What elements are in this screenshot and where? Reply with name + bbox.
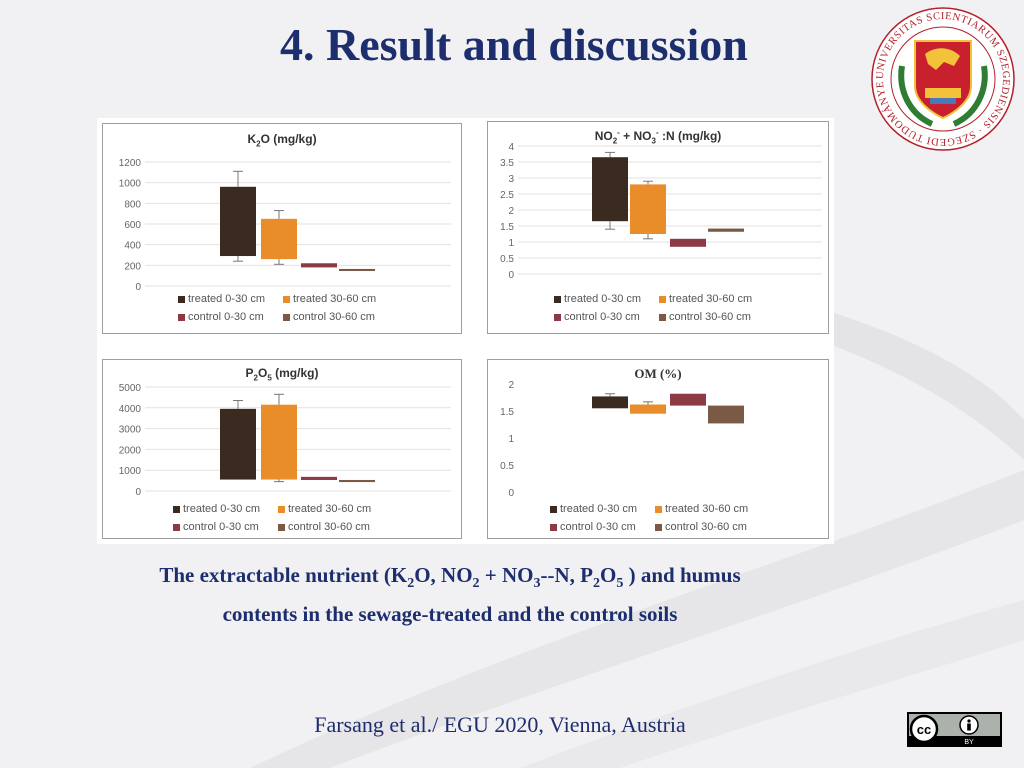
y-tick-label: 1.5 — [500, 407, 514, 418]
y-tick-label: 5000 — [119, 383, 142, 394]
figure-caption: The extractable nutrient (K2O, NO2 + NO3… — [60, 560, 840, 630]
y-tick-label: 2 — [508, 380, 514, 391]
legend-item: treated 30-60 cm — [655, 503, 765, 515]
page-title: 4. Result and discussion — [280, 19, 748, 70]
y-tick-label: 2000 — [119, 445, 142, 456]
cc-by-label: BY — [964, 739, 974, 745]
box-treated-30-60-cm — [261, 218, 297, 260]
legend-item: control 0-30 cm — [554, 311, 659, 323]
chart-panel-om: OM (%) 2 1.5 1 0.5 0 treated 0-30 cm treated… — [487, 359, 829, 539]
box-control-30-60-cm — [708, 405, 744, 424]
chart-plot-nitrogen: 4 3.5 3 2.5 2 1.5 1 0.5 0 — [500, 142, 822, 281]
box-treated-0-30-cm — [592, 157, 628, 222]
legend-item: control 30-60 cm — [655, 521, 765, 533]
chart-panel-k2o: K2O (mg/kg) 1200 1000 800 600 400 200 0 treate… — [102, 123, 462, 334]
chart-legend-nitrogen: treated 0-30 cm treated 30-60 cm control… — [554, 293, 769, 323]
y-tick-label: 3.5 — [500, 158, 514, 169]
chart-title-om: OM (%) — [634, 366, 682, 381]
y-tick-label: 4 — [508, 142, 514, 153]
box-control-30-60-cm — [339, 479, 375, 483]
y-tick-label: 3000 — [119, 425, 142, 436]
legend-item: treated 0-30 cm — [550, 503, 655, 515]
legend-item: treated 30-60 cm — [283, 293, 393, 305]
caption-line-1: The extractable nutrient (K2O, NO2 + NO3… — [159, 563, 741, 592]
chart-plot-k2o: 1200 1000 800 600 400 200 0 — [119, 158, 451, 293]
y-tick-label: 2.5 — [500, 190, 514, 201]
legend-item: treated 0-30 cm — [178, 293, 283, 305]
legend-item: control 30-60 cm — [283, 311, 393, 323]
box-treated-0-30-cm — [220, 186, 256, 257]
legend-item: control 0-30 cm — [173, 521, 278, 533]
svg-text:cc: cc — [917, 722, 931, 737]
y-tick-label: 800 — [124, 199, 141, 210]
chart-title-p2o5: P2O5 (mg/kg) — [245, 366, 319, 383]
y-tick-label: 600 — [124, 220, 141, 231]
chart-panel-p2o5: P2O5 (mg/kg) 5000 4000 3000 2000 1000 0 treat… — [102, 359, 462, 539]
legend-item: treated 0-30 cm — [173, 503, 278, 515]
y-tick-label: 1000 — [119, 466, 142, 477]
legend-item: control 30-60 cm — [659, 311, 769, 323]
y-tick-label: 0.5 — [500, 461, 514, 472]
y-tick-label: 1000 — [119, 179, 142, 190]
y-tick-label: 0.5 — [500, 254, 514, 265]
y-tick-label: 1200 — [119, 158, 142, 169]
box-control-0-30-cm — [301, 263, 337, 268]
y-tick-label: 200 — [124, 261, 141, 272]
y-tick-label: 400 — [124, 241, 141, 252]
university-seal-icon: UNIVERSITAS SCIENTIARUM SZEGEDIENSIS · S… — [870, 6, 1015, 151]
footer-citation: Farsang et al./ EGU 2020, Vienna, Austri… — [314, 712, 686, 737]
chart-legend-k2o: treated 0-30 cm treated 30-60 cm control… — [178, 293, 393, 323]
box-control-30-60-cm — [708, 228, 744, 232]
y-tick-label: 0 — [508, 488, 514, 499]
chart-panel-nitrogen: NO2- + NO3- :N (mg/kg) 4 3.5 3 2.5 2 1.5 1 0.5 0… — [487, 121, 829, 334]
legend-item: control 0-30 cm — [550, 521, 655, 533]
y-tick-label: 1 — [508, 238, 514, 249]
legend-item: treated 0-30 cm — [554, 293, 659, 305]
chart-plot-p2o5: 5000 4000 3000 2000 1000 0 — [119, 383, 451, 498]
y-tick-label: 1 — [508, 434, 514, 445]
chart-title-nitrogen: NO2- + NO3- :N (mg/kg) — [594, 128, 722, 146]
cc-by-icon: cc BY — [907, 712, 1002, 747]
y-tick-label: 1.5 — [500, 222, 514, 233]
y-tick-label: 0 — [508, 270, 514, 281]
box-control-30-60-cm — [339, 268, 375, 272]
box-treated-30-60-cm — [261, 404, 297, 480]
box-treated-30-60-cm — [630, 184, 666, 234]
caption-line-2: contents in the sewage-treated and the c… — [222, 602, 678, 627]
legend-item: control 30-60 cm — [278, 521, 388, 533]
chart-legend-p2o5: treated 0-30 cm treated 30-60 cm control… — [173, 503, 388, 533]
chart-title-k2o: K2O (mg/kg) — [247, 132, 317, 149]
chart-plot-om: 2 1.5 1 0.5 0 — [500, 380, 744, 499]
box-control-0-30-cm — [301, 476, 337, 480]
box-control-0-30-cm — [670, 393, 706, 406]
legend-item: control 0-30 cm — [178, 311, 283, 323]
y-tick-label: 0 — [135, 487, 141, 498]
chart-legend-om: treated 0-30 cm treated 30-60 cm control… — [550, 503, 765, 533]
y-tick-label: 4000 — [119, 404, 142, 415]
y-tick-label: 3 — [508, 174, 514, 185]
box-control-0-30-cm — [670, 238, 706, 247]
y-tick-label: 0 — [135, 282, 141, 293]
chart-figure: K2O (mg/kg) 1200 1000 800 600 400 200 0 treate… — [97, 118, 834, 544]
legend-item: treated 30-60 cm — [278, 503, 388, 515]
box-treated-0-30-cm — [220, 408, 256, 480]
y-tick-label: 2 — [508, 206, 514, 217]
legend-item: treated 30-60 cm — [659, 293, 769, 305]
box-treated-0-30-cm — [592, 396, 628, 409]
box-treated-30-60-cm — [630, 404, 666, 414]
